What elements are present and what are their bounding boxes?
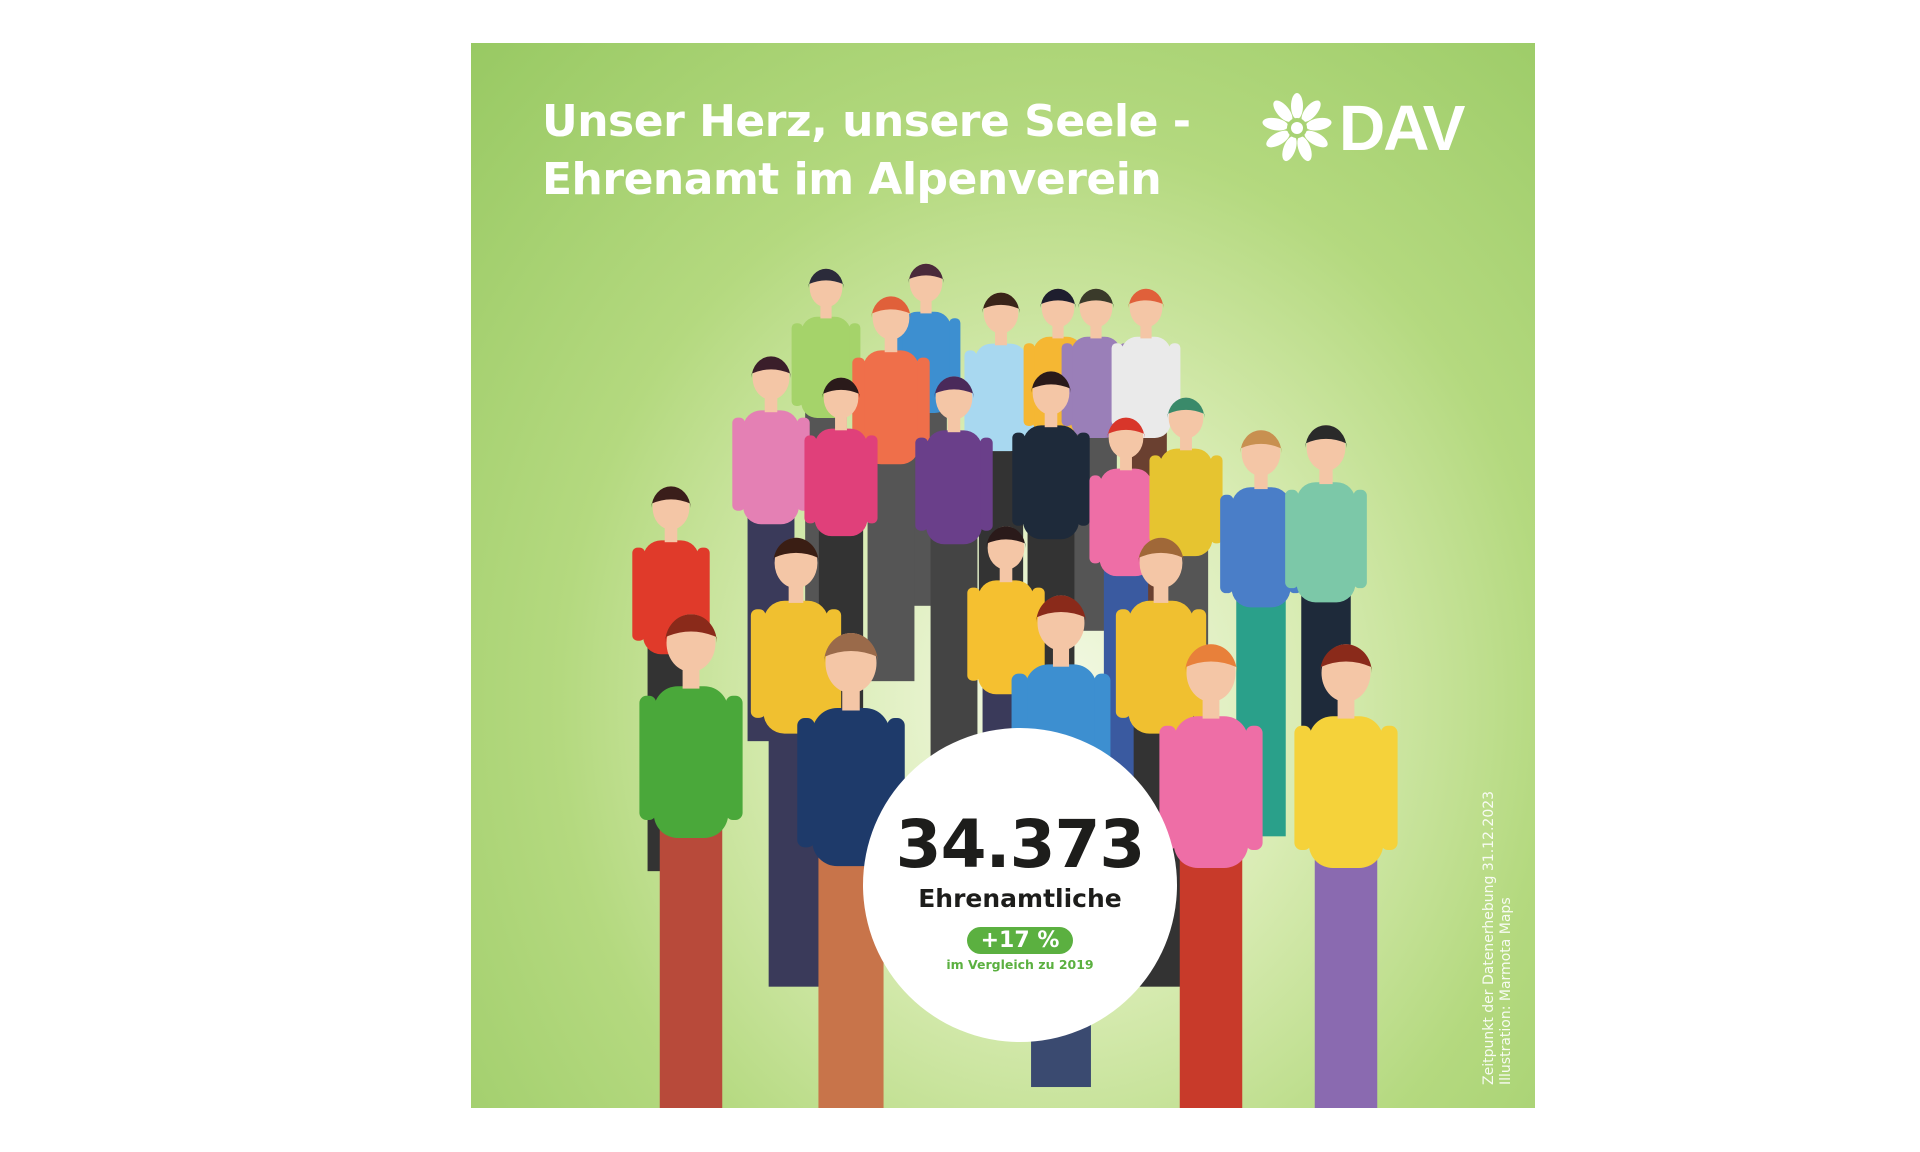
person-figure — [1220, 430, 1302, 837]
person-figure — [797, 633, 905, 1108]
change-pill: +17 % — [966, 927, 1074, 954]
person-figure — [1294, 644, 1398, 1108]
credit-illustration: Illustration: Marmota Maps — [1498, 897, 1514, 1085]
volunteer-count: 34.373 — [895, 806, 1146, 883]
stat-badge: 34.373 Ehrenamtliche +17 % im Vergleich … — [863, 728, 1177, 1042]
infographic-poster: Unser Herz, unsere Seele - Ehrenamt im A… — [471, 43, 1535, 1108]
person-figure — [1159, 644, 1263, 1108]
credits: Zeitpunkt der Datenerhebung 31.12.2023 I… — [1481, 791, 1515, 1085]
person-figure — [639, 614, 743, 1108]
comparison-text: im Vergleich zu 2019 — [946, 957, 1094, 972]
person-figure — [852, 296, 930, 682]
person-figure — [915, 376, 993, 762]
volunteer-label: Ehrenamtliche — [918, 884, 1122, 913]
logo-text: DAV — [1339, 92, 1465, 164]
poster-title: Unser Herz, unsere Seele - Ehrenamt im A… — [542, 93, 1191, 209]
edelweiss-icon — [1262, 93, 1332, 162]
credit-date: Zeitpunkt der Datenerhebung 31.12.2023 — [1481, 790, 1497, 1085]
title-line-2: Ehrenamt im Alpenverein — [542, 154, 1162, 205]
title-line-1: Unser Herz, unsere Seele - — [542, 96, 1191, 147]
dav-logo: DAV — [1261, 91, 1465, 165]
